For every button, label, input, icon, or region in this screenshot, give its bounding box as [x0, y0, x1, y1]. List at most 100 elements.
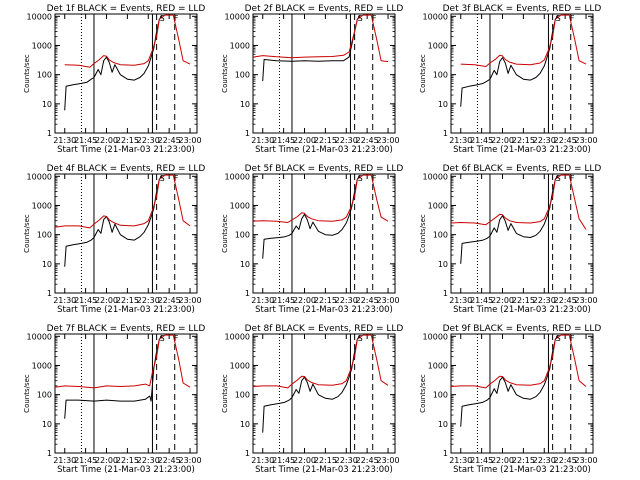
panel-5-y-tick-label: 1000 [230, 201, 250, 210]
panel-3-y-tick-label: 10 [438, 100, 448, 109]
panel-4-y-tick-label: 10 [42, 260, 52, 269]
panel-8-y-axis-label: Counts/sec [221, 374, 229, 413]
panel-3-lld-series [460, 14, 587, 67]
panel-2-y-tick-label: 100 [235, 71, 250, 80]
panel-4-y-tick-label: 1000 [32, 201, 52, 210]
panel-4-annotation-S: S [160, 174, 165, 183]
panel-1-lld-series [64, 14, 191, 68]
panel-2-lld-series [252, 14, 389, 63]
panel-8-lld-series [252, 334, 389, 389]
panel-8-x-tick-label: 22:30 [335, 456, 358, 465]
panel-7-events-series [64, 334, 163, 419]
panel-9-y-tick-label: 1 [443, 449, 448, 458]
panel-5-y-tick-label: 1 [245, 289, 250, 298]
panel-9-y-tick-label: 1000 [428, 361, 448, 370]
panel-9-annotation-S: S [556, 334, 561, 343]
panel-3-y-tick-label: 100 [433, 71, 448, 80]
panel-2-y-tick-label: 10000 [225, 12, 250, 21]
panel-6-x-tick-label: 22:45 [554, 296, 577, 305]
panel-3-x-axis-label: Start Time (21-Mar-03 21:23:00) [453, 145, 591, 155]
panel-7-lld-series [54, 334, 191, 389]
panel-2-x-tick-label: 22:30 [335, 136, 358, 145]
panel-3-x-tick-label: 21:45 [470, 136, 493, 145]
panel-2-y-tick-label: 10 [240, 100, 250, 109]
panel-8-x-tick-label: 21:45 [272, 456, 295, 465]
panel-4-annotation-F: F [174, 174, 179, 183]
panel-4-y-tick-label: 100 [37, 231, 52, 240]
panel-6-x-axis-label: Start Time (21-Mar-03 21:23:00) [453, 305, 591, 315]
panel-9-x-tick-label: 21:45 [470, 456, 493, 465]
panel-4-y-tick-label: 1 [47, 289, 52, 298]
panel-2-annotation-S: S [358, 14, 363, 23]
panel-8-plot-frame [252, 333, 396, 454]
panel-3-annotation-F: F [570, 14, 575, 23]
panel-9-x-tick-label: 21:30 [449, 456, 472, 465]
panel-3-y-tick-label: 1 [443, 129, 448, 138]
panel-9-title: Det 9f BLACK = Events, RED = LLD [443, 324, 602, 334]
panel-1-x-tick-label: 22:15 [116, 136, 139, 145]
panel-7-y-tick-label: 1000 [32, 361, 52, 370]
panel-2-events-series [262, 14, 361, 82]
panel-6-x-tick-label: 22:30 [533, 296, 556, 305]
panel-7-y-tick-label: 10000 [27, 332, 52, 341]
panel-8-y-tick-label: 10 [240, 420, 250, 429]
panel-1-events-series [64, 14, 163, 111]
panel-7-x-tick-label: 22:45 [158, 456, 181, 465]
panel-8-y-tick-label: 1 [245, 449, 250, 458]
panel-4-y-axis-label: Counts/sec [23, 214, 31, 253]
panel-5-y-tick-label: 10 [240, 260, 250, 269]
panel-3-x-tick-label: 22:45 [554, 136, 577, 145]
panel-8-x-tick-label: 22:15 [314, 456, 337, 465]
panel-6-annotation-F: F [570, 174, 575, 183]
panel-2-plot-frame [252, 13, 396, 134]
panel-6-y-tick-label: 10 [438, 260, 448, 269]
panel-6-y-axis-label: Counts/sec [419, 214, 427, 253]
panel-2-x-tick-label: 22:45 [356, 136, 379, 145]
panel-5-x-tick-label: 22:45 [356, 296, 379, 305]
panel-2-title: Det 2f BLACK = Events, RED = LLD [245, 4, 404, 14]
panel-4-x-tick-label: 21:45 [74, 296, 97, 305]
panel-5-x-tick-label: 22:00 [293, 296, 316, 305]
panel-1-x-tick-label: 23:00 [179, 136, 202, 145]
panel-1-x-tick-label: 21:30 [53, 136, 76, 145]
panel-1-x-tick-label: 22:00 [95, 136, 118, 145]
panel-8-x-tick-label: 23:00 [377, 456, 400, 465]
panel-9-lld-series [450, 334, 587, 389]
panel-2-annotation-F: F [372, 14, 377, 23]
panel-1-x-tick-label: 22:45 [158, 136, 181, 145]
panel-9-y-tick-label: 10000 [423, 332, 448, 341]
panel-5-plot-frame [252, 173, 396, 294]
panel-3-annotation-S: S [556, 14, 561, 23]
panel-8-title: Det 8f BLACK = Events, RED = LLD [245, 324, 404, 334]
panel-8-events-series [262, 334, 361, 433]
panel-4-x-tick-label: 22:00 [95, 296, 118, 305]
panel-7-annotation-F: F [174, 334, 179, 343]
panel-8-x-tick-label: 22:45 [356, 456, 379, 465]
panel-9-x-tick-label: 23:00 [575, 456, 598, 465]
panel-4-x-tick-label: 21:30 [53, 296, 76, 305]
panel-2-x-axis-label: Start Time (21-Mar-03 21:23:00) [255, 145, 393, 155]
panel-5-x-tick-label: 22:15 [314, 296, 337, 305]
panel-8-annotation-F: F [372, 334, 377, 343]
panel-8-x-tick-label: 22:00 [293, 456, 316, 465]
panel-3-title: Det 3f BLACK = Events, RED = LLD [443, 4, 602, 14]
panel-1-annotation-S: S [160, 14, 165, 23]
panel-1-annotation-F: F [174, 14, 179, 23]
panel-2-y-tick-label: 1 [245, 129, 250, 138]
panel-9-x-tick-label: 22:30 [533, 456, 556, 465]
panel-3-x-tick-label: 23:00 [575, 136, 598, 145]
panel-2-y-tick-label: 1000 [230, 41, 250, 50]
panel-9-events-series [460, 334, 559, 427]
panel-7-annotation-S: S [160, 334, 165, 343]
panel-7-x-tick-label: 21:45 [74, 456, 97, 465]
panel-3-y-tick-label: 10000 [423, 12, 448, 21]
panel-8-y-tick-label: 100 [235, 391, 250, 400]
panel-7-title: Det 7f BLACK = Events, RED = LLD [47, 324, 206, 334]
panel-1-y-tick-label: 10000 [27, 12, 52, 21]
panel-7-x-tick-label: 22:30 [137, 456, 160, 465]
panel-1-y-tick-label: 10 [42, 100, 52, 109]
panel-1-x-tick-label: 21:45 [74, 136, 97, 145]
panel-5-y-tick-label: 10000 [225, 172, 250, 181]
panel-9-x-axis-label: Start Time (21-Mar-03 21:23:00) [453, 465, 591, 475]
panel-9-x-tick-label: 22:00 [491, 456, 514, 465]
